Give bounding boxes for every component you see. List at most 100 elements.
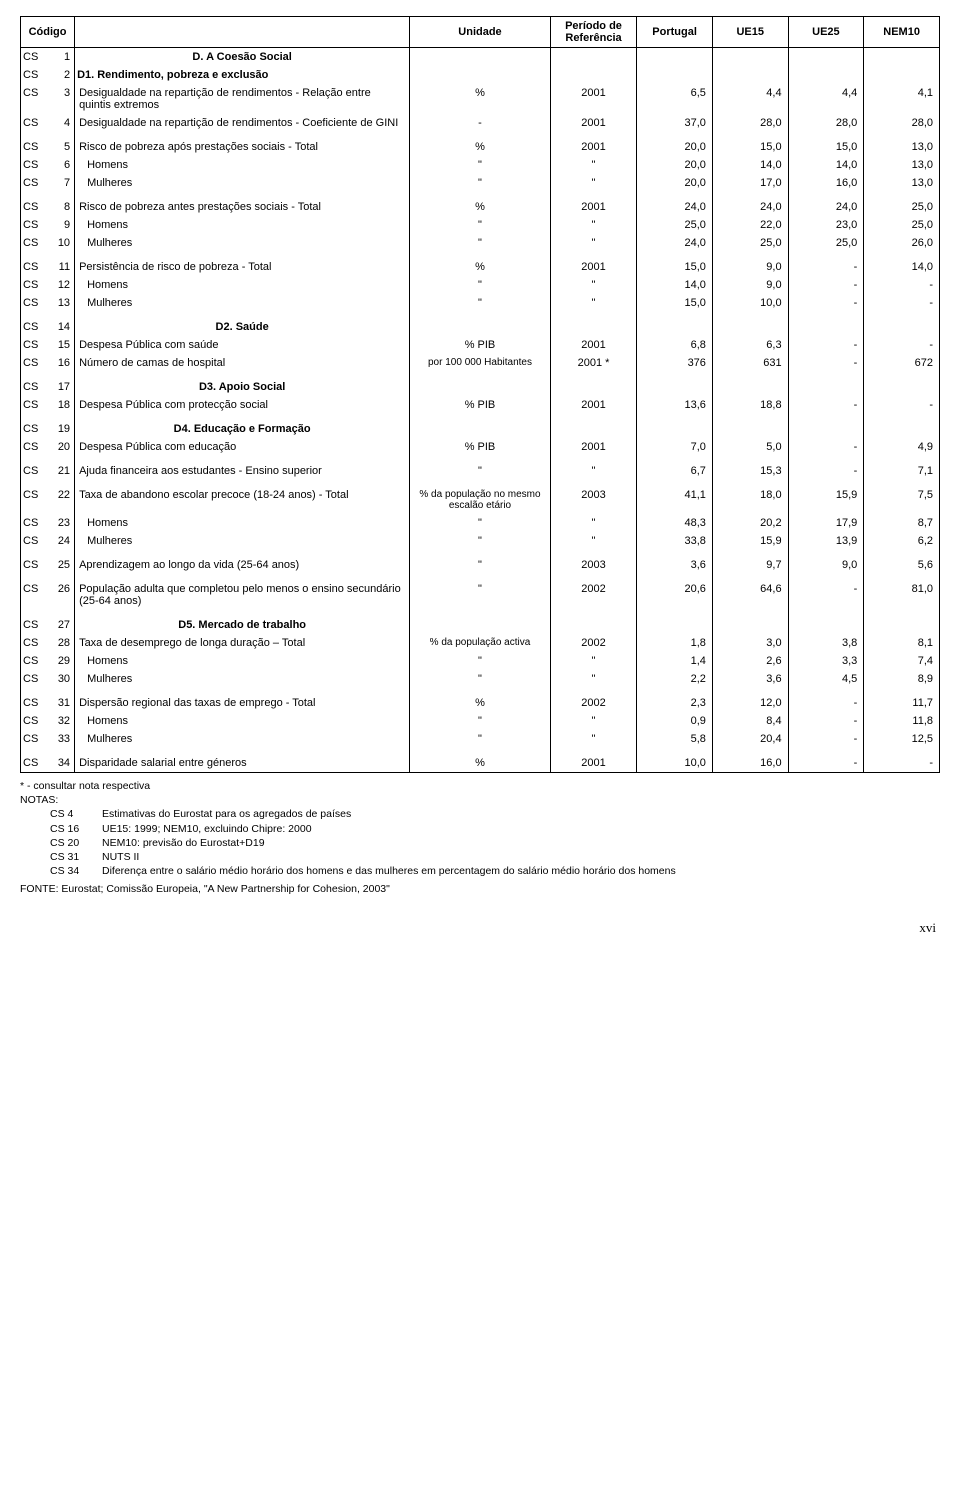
row-label: Despesa Pública com educação — [75, 438, 410, 456]
row-unit — [410, 420, 551, 438]
row-value: 6,3 — [712, 336, 788, 354]
table-header-row: Código Unidade Período de Referência Por… — [21, 17, 940, 48]
row-period: 2001 — [550, 396, 636, 414]
row-value — [637, 66, 713, 84]
row-value: 13,0 — [864, 156, 940, 174]
row-code-prefix: CS — [21, 634, 51, 652]
row-period: 2001 — [550, 138, 636, 156]
row-code-prefix: CS — [21, 580, 51, 610]
row-value — [712, 420, 788, 438]
row-value — [864, 66, 940, 84]
row-value: - — [788, 396, 864, 414]
row-value: 6,8 — [637, 336, 713, 354]
row-value: 25,0 — [864, 198, 940, 216]
row-value: 9,0 — [712, 276, 788, 294]
row-value: - — [864, 754, 940, 773]
row-value: 20,2 — [712, 514, 788, 532]
row-value: 11,8 — [864, 712, 940, 730]
table-row: CS8Risco de pobreza antes prestações soc… — [21, 198, 940, 216]
row-value: - — [788, 580, 864, 610]
row-value: - — [788, 462, 864, 480]
row-code-prefix: CS — [21, 114, 51, 132]
row-unit — [410, 318, 551, 336]
row-value: 20,0 — [637, 174, 713, 192]
row-value: 7,1 — [864, 462, 940, 480]
row-value: 14,0 — [712, 156, 788, 174]
row-value: 4,1 — [864, 84, 940, 114]
row-period: " — [550, 670, 636, 688]
row-value: 18,0 — [712, 486, 788, 514]
table-row: CS9Homens""25,022,023,025,0 — [21, 216, 940, 234]
row-value: - — [788, 712, 864, 730]
row-label: Disparidade salarial entre géneros — [75, 754, 410, 773]
table-row: CS32Homens""0,98,4-11,8 — [21, 712, 940, 730]
row-code-prefix: CS — [21, 694, 51, 712]
row-period: " — [550, 234, 636, 252]
page-number: xvi — [20, 896, 940, 936]
row-code-prefix: CS — [21, 438, 51, 456]
row-value: 1,4 — [637, 652, 713, 670]
row-code-number: 17 — [51, 378, 75, 396]
row-period: " — [550, 532, 636, 550]
row-unit: " — [410, 532, 551, 550]
table-row: CS34Disparidade salarial entre géneros%2… — [21, 754, 940, 773]
row-value — [864, 616, 940, 634]
row-value — [712, 616, 788, 634]
row-label: D. A Coesão Social — [75, 48, 410, 67]
row-value: 23,0 — [788, 216, 864, 234]
row-code-prefix: CS — [21, 336, 51, 354]
row-value: 376 — [637, 354, 713, 372]
row-value: 15,0 — [637, 258, 713, 276]
table-row: CS14D2. Saúde — [21, 318, 940, 336]
row-label: Risco de pobreza após prestações sociais… — [75, 138, 410, 156]
row-value: 15,0 — [637, 294, 713, 312]
row-value: 48,3 — [637, 514, 713, 532]
row-code-prefix: CS — [21, 378, 51, 396]
row-unit: % da população no mesmo escalão etário — [410, 486, 551, 514]
row-label: Taxa de desemprego de longa duração – To… — [75, 634, 410, 652]
row-code-number: 32 — [51, 712, 75, 730]
row-value — [864, 48, 940, 67]
row-code-prefix: CS — [21, 84, 51, 114]
row-code-prefix: CS — [21, 198, 51, 216]
row-code-number: 23 — [51, 514, 75, 532]
row-label: Taxa de abandono escolar precoce (18-24 … — [75, 486, 410, 514]
row-value: - — [864, 396, 940, 414]
footnote-text: Estimativas do Eurostat para os agregado… — [102, 808, 351, 820]
footnote-code: CS 31 — [50, 850, 102, 864]
row-code-number: 3 — [51, 84, 75, 114]
row-value: 64,6 — [712, 580, 788, 610]
table-row: CS33Mulheres""5,820,4-12,5 — [21, 730, 940, 748]
document-page: Código Unidade Período de Referência Por… — [0, 0, 960, 966]
row-unit: " — [410, 462, 551, 480]
table-row: CS4Desigualdade na repartição de rendime… — [21, 114, 940, 132]
row-code-number: 2 — [51, 66, 75, 84]
table-row: CS1D. A Coesão Social — [21, 48, 940, 67]
row-value: 7,5 — [864, 486, 940, 514]
row-value: 26,0 — [864, 234, 940, 252]
row-value: 41,1 — [637, 486, 713, 514]
row-unit: " — [410, 216, 551, 234]
row-unit: " — [410, 556, 551, 574]
table-row: CS17D3. Apoio Social — [21, 378, 940, 396]
row-value: 25,0 — [788, 234, 864, 252]
row-value: 20,0 — [637, 138, 713, 156]
row-label: Homens — [75, 156, 410, 174]
table-row: CS5Risco de pobreza após prestações soci… — [21, 138, 940, 156]
footnote-item: CS 16UE15: 1999; NEM10, excluindo Chipre… — [20, 822, 940, 836]
row-label: Homens — [75, 514, 410, 532]
row-period: " — [550, 174, 636, 192]
row-value: 6,2 — [864, 532, 940, 550]
row-value: 3,3 — [788, 652, 864, 670]
col-header-nem10: NEM10 — [864, 17, 940, 48]
row-value: 28,0 — [712, 114, 788, 132]
row-unit: % PIB — [410, 438, 551, 456]
row-label: Mulheres — [75, 294, 410, 312]
row-code-number: 24 — [51, 532, 75, 550]
table-row: CS12Homens""14,09,0-- — [21, 276, 940, 294]
row-unit: % PIB — [410, 396, 551, 414]
row-code-prefix: CS — [21, 216, 51, 234]
row-value — [712, 48, 788, 67]
row-value — [788, 318, 864, 336]
row-code-prefix: CS — [21, 258, 51, 276]
